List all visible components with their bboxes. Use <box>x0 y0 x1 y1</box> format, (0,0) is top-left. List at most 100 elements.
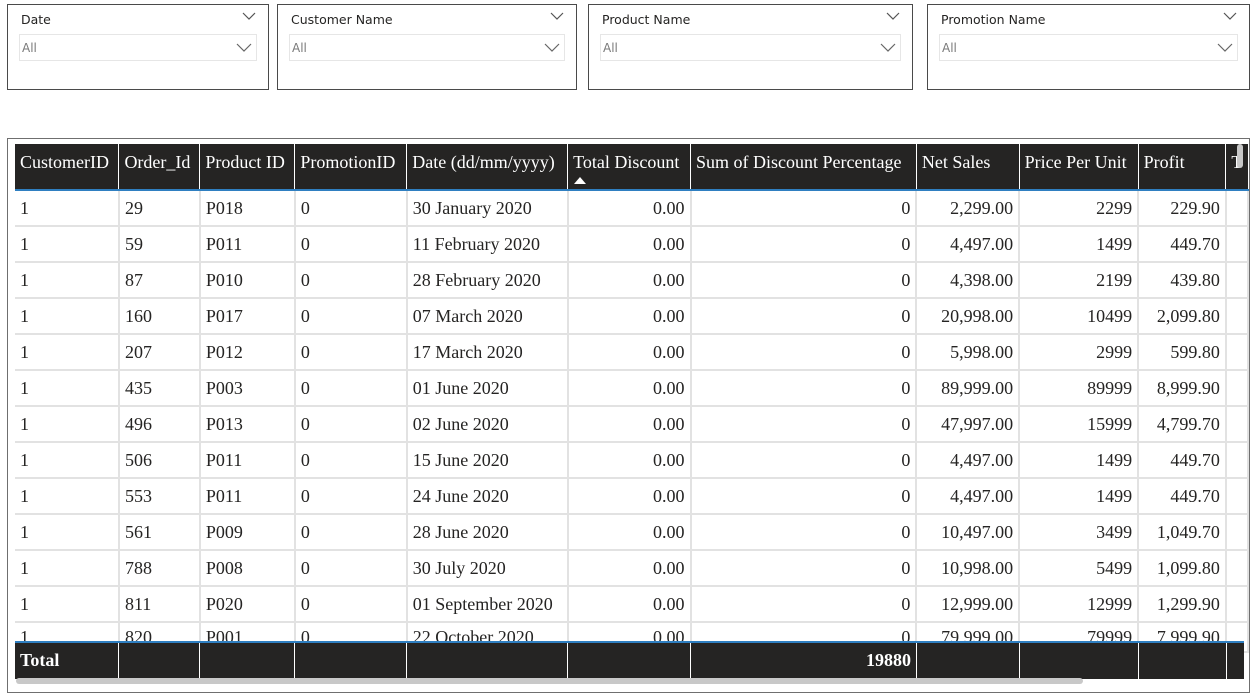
col-header-date[interactable]: Date (dd/mm/yyyy) <box>406 144 569 191</box>
col-header-total-discount[interactable]: Total Discount <box>567 144 692 191</box>
chevron-down-icon <box>544 43 560 52</box>
cell-discount-percentage: 0 <box>690 550 918 587</box>
cell-discount-percentage: 0 <box>690 514 918 551</box>
chevron-down-icon <box>880 43 896 52</box>
cell-order-id: 435 <box>118 370 201 407</box>
cell-date: 28 June 2020 <box>406 514 569 551</box>
cell-order-id: 553 <box>118 478 201 515</box>
chevron-down-icon[interactable] <box>242 11 256 21</box>
cell-price-per-unit: 2299 <box>1019 190 1140 227</box>
product-name-slicer: Product Name All <box>588 4 913 90</box>
table-row[interactable]: 1 506 P011 0 15 June 2020 0.00 0 4,497.00 1499 44… <box>15 442 1249 479</box>
cell-product-id: P012 <box>199 334 296 371</box>
cell-discount-percentage: 0 <box>690 406 918 443</box>
col-header-product-id[interactable]: Product ID <box>199 144 296 191</box>
cell-price-per-unit: 15999 <box>1019 406 1140 443</box>
total-cell-date <box>407 643 568 679</box>
cell-discount-percentage: 0 <box>690 190 918 227</box>
table-row[interactable]: 1 496 P013 0 02 June 2020 0.00 0 47,997.00 15999… <box>15 406 1249 443</box>
total-cell-total-discount <box>568 643 691 679</box>
chevron-down-icon[interactable] <box>886 11 900 21</box>
cell-product-id: P011 <box>199 478 296 515</box>
cell-net-sales: 4,497.00 <box>916 478 1021 515</box>
cell-customer-id: 1 <box>15 226 120 263</box>
cell-product-id: P013 <box>199 406 296 443</box>
total-discount-percentage: 19880 <box>691 643 917 679</box>
col-header-profit[interactable]: Profit <box>1138 144 1227 191</box>
table-header-row: CustomerID Order_Id Product ID Promotion… <box>15 144 1249 191</box>
col-header-price-per-unit[interactable]: Price Per Unit <box>1019 144 1139 191</box>
vertical-scrollbar[interactable] <box>1237 144 1243 168</box>
cell-total-discount: 0.00 <box>567 262 692 299</box>
cell-truncated <box>1225 442 1249 479</box>
date-dropdown-value: All <box>22 41 37 55</box>
cell-truncated <box>1225 370 1249 407</box>
total-cell-order-id <box>119 643 200 679</box>
cell-net-sales: 10,497.00 <box>916 514 1021 551</box>
col-header-total-discount-label: Total Discount <box>573 152 680 172</box>
cell-price-per-unit: 5499 <box>1019 550 1140 587</box>
chevron-down-icon[interactable] <box>550 11 564 21</box>
customer-name-dropdown-value: All <box>292 41 307 55</box>
cell-profit: 449.70 <box>1138 478 1227 515</box>
promotion-name-dropdown[interactable]: All <box>939 34 1238 61</box>
customer-name-dropdown[interactable]: All <box>289 34 565 61</box>
col-header-promotion-id[interactable]: PromotionID <box>294 144 408 191</box>
cell-price-per-unit: 89999 <box>1019 370 1140 407</box>
col-header-customer-id[interactable]: CustomerID <box>15 144 120 191</box>
total-cell-net-sales <box>917 643 1020 679</box>
cell-discount-percentage: 0 <box>690 298 918 335</box>
cell-truncated <box>1225 514 1249 551</box>
table-row[interactable]: 1 207 P012 0 17 March 2020 0.00 0 5,998.00 2999 5… <box>15 334 1249 371</box>
cell-profit: 2,099.80 <box>1138 298 1227 335</box>
total-cell-profit <box>1139 643 1227 679</box>
cell-date: 24 June 2020 <box>406 478 569 515</box>
cell-promotion-id: 0 <box>294 514 408 551</box>
total-cell-price-per-unit <box>1020 643 1139 679</box>
table-row[interactable]: 1 788 P008 0 30 July 2020 0.00 0 10,998.00 5499 1… <box>15 550 1249 587</box>
date-dropdown[interactable]: All <box>19 34 257 61</box>
col-header-net-sales[interactable]: Net Sales <box>916 144 1020 191</box>
table-row[interactable]: 1 29 P018 0 30 January 2020 0.00 0 2,299.00 2299… <box>15 190 1249 227</box>
product-name-dropdown[interactable]: All <box>600 34 901 61</box>
col-header-discount-percentage[interactable]: Sum of Discount Percentage <box>690 144 917 191</box>
table-row[interactable]: 1 87 P010 0 28 February 2020 0.00 0 4,398.00 219… <box>15 262 1249 299</box>
cell-customer-id: 1 <box>15 478 120 515</box>
cell-promotion-id: 0 <box>294 190 408 227</box>
col-header-order-id[interactable]: Order_Id <box>118 144 201 191</box>
table-body: 1 29 P018 0 30 January 2020 0.00 0 2,299.00 2299… <box>15 190 1249 653</box>
cell-order-id: 811 <box>118 586 201 623</box>
table-row[interactable]: 1 160 P017 0 07 March 2020 0.00 0 20,998.00 1049… <box>15 298 1249 335</box>
cell-discount-percentage: 0 <box>690 370 918 407</box>
cell-net-sales: 4,398.00 <box>916 262 1021 299</box>
cell-discount-percentage: 0 <box>690 586 918 623</box>
total-row: Total 19880 <box>15 641 1244 679</box>
cell-profit: 449.70 <box>1138 442 1227 479</box>
chevron-down-icon <box>236 43 252 52</box>
table-row[interactable]: 1 811 P020 0 01 September 2020 0.00 0 12,999.00… <box>15 586 1249 623</box>
cell-profit: 4,799.70 <box>1138 406 1227 443</box>
table-row[interactable]: 1 561 P009 0 28 June 2020 0.00 0 10,497.00 3499 1… <box>15 514 1249 551</box>
cell-date: 28 February 2020 <box>406 262 569 299</box>
horizontal-scrollbar[interactable] <box>16 678 1083 684</box>
cell-truncated <box>1225 406 1249 443</box>
cell-promotion-id: 0 <box>294 406 408 443</box>
table-row[interactable]: 1 59 P011 0 11 February 2020 0.00 0 4,497.00 149… <box>15 226 1249 263</box>
cell-discount-percentage: 0 <box>690 334 918 371</box>
cell-product-id: P010 <box>199 262 296 299</box>
cell-product-id: P008 <box>199 550 296 587</box>
cell-total-discount: 0.00 <box>567 190 692 227</box>
cell-product-id: P011 <box>199 226 296 263</box>
cell-profit: 8,999.90 <box>1138 370 1227 407</box>
cell-truncated <box>1225 586 1249 623</box>
cell-total-discount: 0.00 <box>567 370 692 407</box>
chevron-down-icon[interactable] <box>1223 11 1237 21</box>
cell-net-sales: 4,497.00 <box>916 442 1021 479</box>
cell-date: 02 June 2020 <box>406 406 569 443</box>
cell-promotion-id: 0 <box>294 442 408 479</box>
promotion-name-dropdown-value: All <box>942 41 957 55</box>
table-row[interactable]: 1 553 P011 0 24 June 2020 0.00 0 4,497.00 1499 44… <box>15 478 1249 515</box>
cell-total-discount: 0.00 <box>567 550 692 587</box>
table-row[interactable]: 1 435 P003 0 01 June 2020 0.00 0 89,999.00 89999… <box>15 370 1249 407</box>
cell-customer-id: 1 <box>15 370 120 407</box>
